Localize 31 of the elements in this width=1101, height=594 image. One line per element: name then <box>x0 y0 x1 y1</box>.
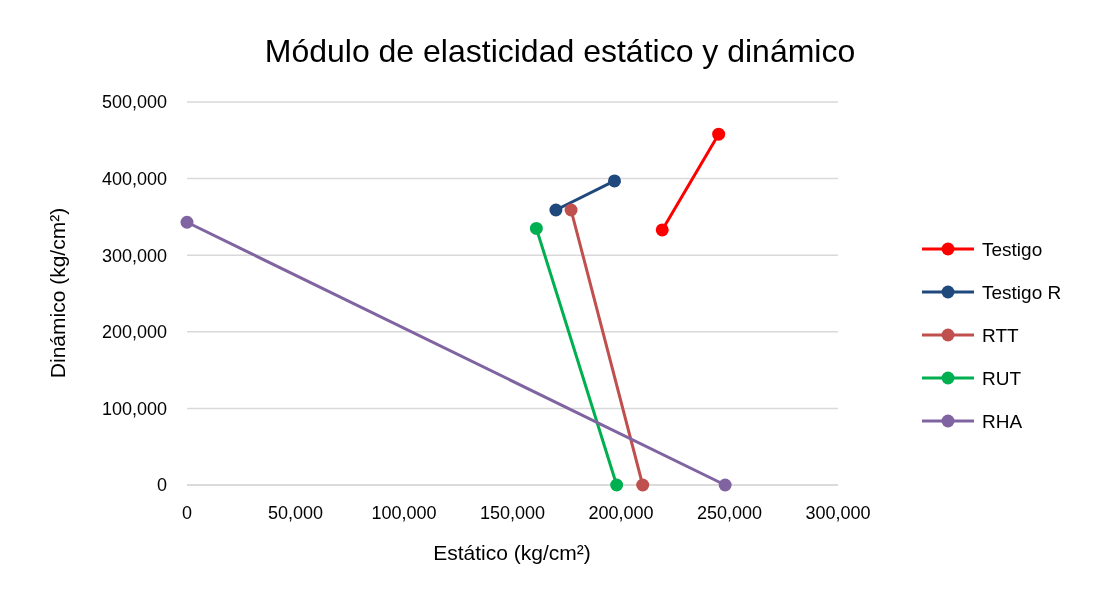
point <box>636 478 650 492</box>
x-tick-label: 100,000 <box>371 503 437 523</box>
y-axis-title: Dinámico (kg/cm²) <box>46 207 69 379</box>
legend-label: RUT <box>982 367 1022 389</box>
y-tick-label: 400,000 <box>101 168 167 189</box>
y-tick-label: 500,000 <box>101 92 167 113</box>
x-tick-label: 200,000 <box>588 503 654 523</box>
x-axis-title: Estático (kg/cm²) <box>433 541 591 564</box>
point <box>712 127 726 141</box>
point <box>718 478 732 492</box>
x-tick-label: 50,000 <box>267 503 324 523</box>
legend-label: RTT <box>982 324 1019 346</box>
point <box>655 223 669 237</box>
y-tick-label: 100,000 <box>101 398 167 419</box>
point <box>564 203 578 217</box>
point <box>610 478 624 492</box>
y-tick-label: 0 <box>156 475 167 496</box>
point <box>607 174 621 188</box>
y-tick-label: 200,000 <box>101 322 167 343</box>
point <box>549 203 563 217</box>
legend-label: Testigo R <box>982 281 1062 303</box>
chart-title: Módulo de elasticidad estático y dinámico <box>264 33 856 69</box>
legend-label: RHA <box>982 410 1023 432</box>
y-tick-label: 300,000 <box>101 245 167 266</box>
point <box>180 215 194 229</box>
x-tick-label: 300,000 <box>805 503 871 523</box>
x-tick-label: 0 <box>181 503 193 523</box>
point <box>529 221 543 235</box>
x-tick-label: 150,000 <box>479 503 546 523</box>
x-tick-label: 250,000 <box>696 503 763 523</box>
legend-label: Testigo <box>982 238 1043 260</box>
